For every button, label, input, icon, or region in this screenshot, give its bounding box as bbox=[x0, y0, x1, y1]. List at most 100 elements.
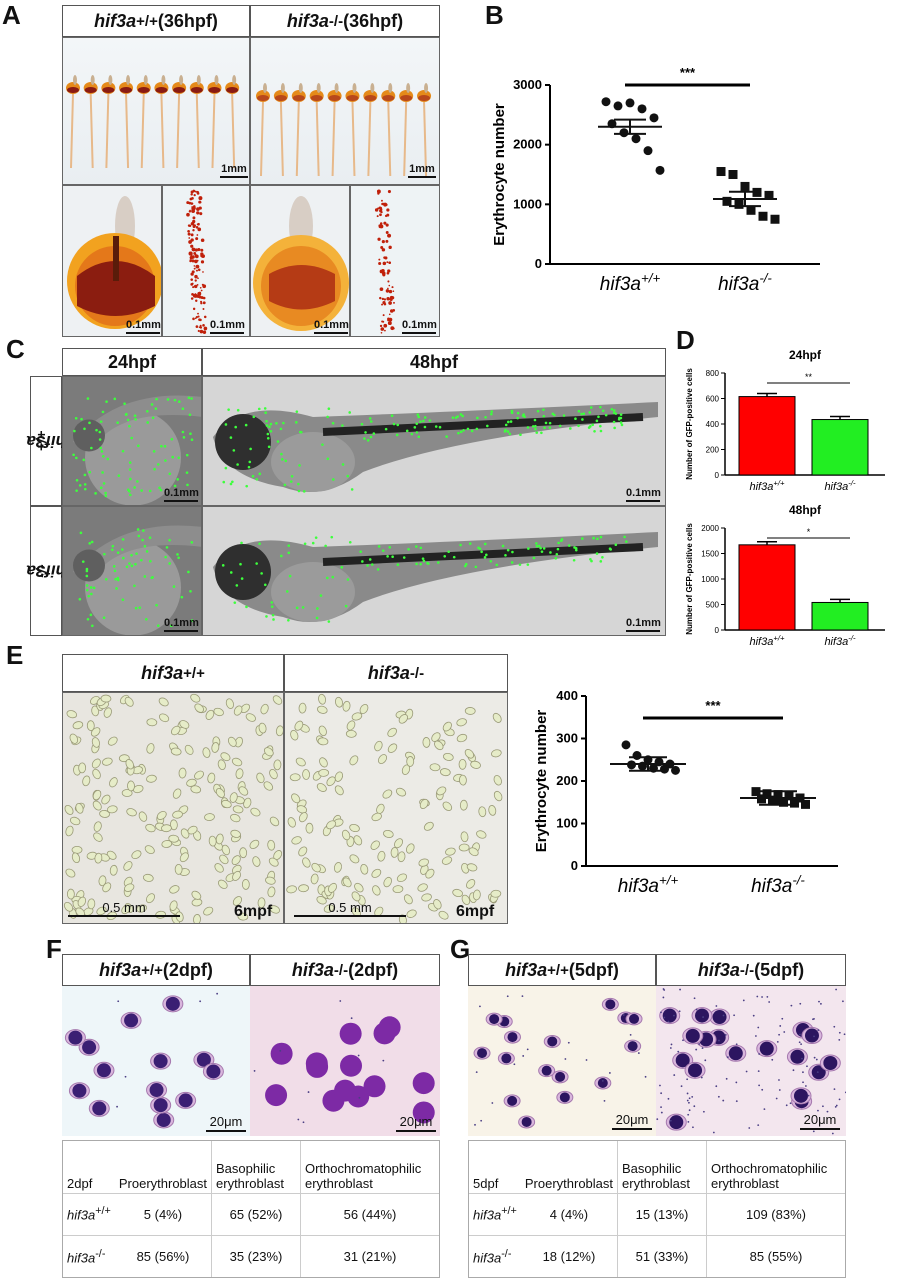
gfp-cell bbox=[240, 577, 244, 580]
erythrocyte bbox=[456, 718, 467, 727]
gfp-cell bbox=[369, 420, 373, 423]
erythrocyte bbox=[93, 821, 102, 832]
erythrocyte bbox=[245, 713, 256, 722]
gfp-cell bbox=[116, 551, 120, 554]
gfp-cell bbox=[348, 540, 352, 544]
stain-speck bbox=[844, 1091, 846, 1094]
data-point bbox=[764, 190, 774, 200]
erythrocyte bbox=[431, 732, 441, 742]
gfp-cell bbox=[263, 407, 267, 410]
blood-cell bbox=[202, 330, 207, 334]
blood-cell bbox=[191, 206, 194, 208]
gfp-cell bbox=[574, 417, 577, 421]
erythrocyte bbox=[398, 914, 407, 923]
cell-nucleus bbox=[811, 1065, 826, 1080]
erythrocyte bbox=[92, 768, 101, 780]
erythrocyte bbox=[396, 873, 408, 883]
gfp-cell bbox=[266, 436, 270, 440]
stain-speck bbox=[822, 1105, 824, 1108]
erythrocyte bbox=[146, 718, 158, 727]
blood-cell bbox=[202, 307, 205, 310]
blood-cell bbox=[385, 231, 389, 234]
erythrocyte bbox=[168, 834, 180, 843]
gfp-cell bbox=[229, 436, 233, 439]
gfp-cell bbox=[114, 577, 117, 581]
gfp-cell bbox=[485, 553, 488, 557]
erythrocyte bbox=[458, 758, 467, 770]
stain-speck bbox=[768, 1001, 771, 1003]
stain-speck bbox=[506, 995, 509, 998]
gfp-cell bbox=[271, 613, 275, 617]
gfp-cell bbox=[89, 613, 93, 617]
column-header: Proerythroblast bbox=[524, 1175, 614, 1191]
erythrocyte bbox=[316, 783, 327, 792]
stain-speck bbox=[302, 1121, 305, 1124]
blood-cell bbox=[385, 223, 389, 227]
stain-speck bbox=[838, 1031, 841, 1034]
gfp-cell bbox=[392, 422, 396, 426]
gfp-cell bbox=[451, 416, 455, 419]
blood-cell bbox=[191, 259, 195, 263]
erythrocyte bbox=[359, 703, 369, 715]
y-tick-label: 1000 bbox=[701, 575, 719, 584]
gfp-cell bbox=[619, 413, 623, 416]
erythrocyte bbox=[72, 721, 84, 730]
gfp-cell bbox=[625, 540, 628, 543]
erythrocyte bbox=[78, 762, 87, 774]
stain-speck bbox=[752, 1014, 755, 1017]
gfp-cell bbox=[341, 463, 345, 466]
gfp-cell bbox=[612, 411, 616, 415]
cell-nucleus bbox=[712, 1010, 727, 1025]
embryo-head bbox=[73, 549, 105, 582]
stain-speck bbox=[843, 1033, 846, 1036]
gfp-cell bbox=[164, 555, 167, 559]
significance-label: *** bbox=[680, 65, 696, 80]
gfp-cell bbox=[346, 578, 350, 581]
gfp-cell bbox=[190, 397, 193, 400]
erythrocyte bbox=[490, 889, 502, 898]
gfp-cell bbox=[609, 548, 613, 551]
embryo-head bbox=[73, 75, 77, 85]
stain-speck bbox=[789, 1102, 792, 1105]
embryo-tail bbox=[279, 101, 284, 177]
embryo-head bbox=[179, 75, 184, 85]
gfp-cell bbox=[181, 407, 185, 411]
erythrocyte bbox=[146, 774, 157, 783]
erythrocyte bbox=[107, 736, 118, 746]
blood-cell bbox=[193, 251, 197, 255]
stain-speck bbox=[833, 1025, 836, 1028]
gfp-cell bbox=[78, 597, 82, 601]
cytology-5dpf-mut bbox=[656, 986, 846, 1136]
data-point bbox=[790, 798, 799, 808]
gfp-cell bbox=[438, 425, 442, 429]
cell-nucleus bbox=[68, 1030, 83, 1045]
gfp-cell bbox=[366, 439, 370, 442]
erythrocyte bbox=[443, 752, 454, 761]
stain-speck bbox=[279, 1049, 282, 1052]
erythrocyte bbox=[121, 789, 133, 797]
gfp-cell bbox=[297, 482, 300, 486]
erythrocyte bbox=[273, 759, 282, 771]
blood-cell bbox=[385, 239, 389, 243]
panel-c-row-label-mut: hif3a -/- bbox=[26, 506, 66, 636]
embryo-blood bbox=[346, 95, 359, 101]
erythrocyte bbox=[232, 805, 244, 814]
erythrocyte bbox=[229, 792, 238, 803]
gfp-cell bbox=[266, 432, 270, 436]
table-cell: 56 (44%) bbox=[299, 1192, 439, 1235]
cell-nucleus bbox=[555, 1071, 566, 1082]
blood-cell bbox=[197, 312, 199, 315]
gfp-cell bbox=[504, 553, 507, 557]
stain-speck bbox=[475, 1071, 478, 1073]
erythrocyte bbox=[213, 707, 224, 717]
gfp-cell bbox=[140, 558, 143, 562]
blood-cell bbox=[196, 211, 200, 215]
x-tick-label: hif3a+/+ bbox=[600, 270, 661, 295]
gfp-cell bbox=[227, 408, 230, 411]
stain-speck bbox=[792, 1069, 795, 1072]
gfp-cell bbox=[99, 486, 103, 490]
erythrocyte bbox=[335, 696, 343, 708]
gfp-cell bbox=[589, 406, 593, 409]
column-header: Proerythroblast bbox=[118, 1175, 208, 1191]
gfp-cell bbox=[89, 586, 93, 589]
